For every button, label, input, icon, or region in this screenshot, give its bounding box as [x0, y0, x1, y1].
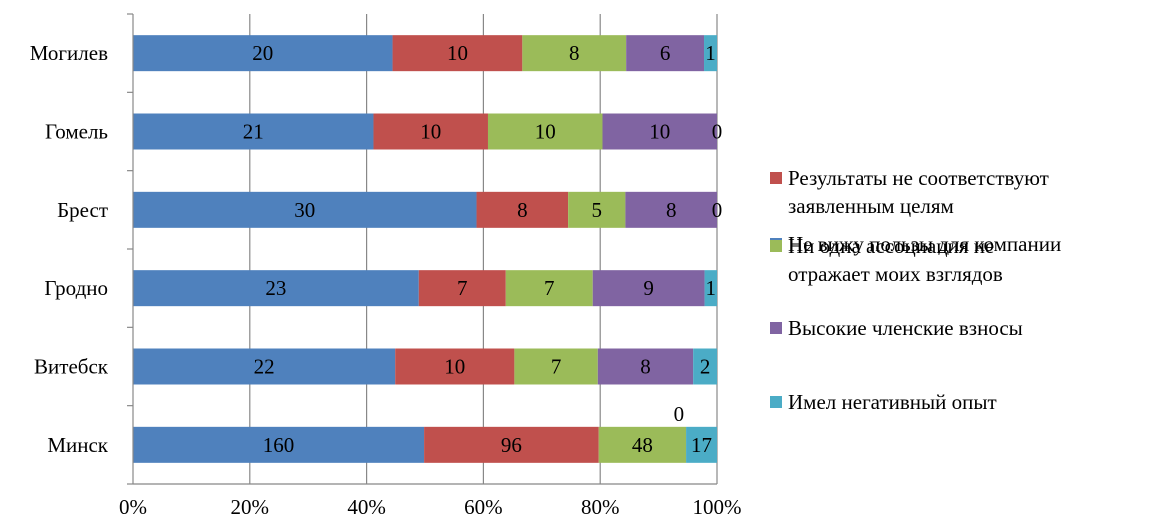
- bar-segment: [522, 35, 627, 72]
- data-label: 1: [706, 276, 717, 300]
- legend-swatch: [770, 172, 782, 184]
- data-label: 1: [705, 41, 716, 65]
- data-label: 23: [265, 276, 286, 300]
- bar-segment: [392, 35, 523, 72]
- data-label: 9: [643, 276, 654, 300]
- bar-segment: [693, 348, 717, 385]
- data-label: 0: [712, 120, 723, 144]
- data-label: 22: [254, 355, 275, 379]
- data-label: 6: [660, 41, 671, 65]
- bar-segment: [704, 270, 717, 307]
- bars: [133, 35, 717, 463]
- data-label: 2: [700, 355, 711, 379]
- bar-segment: [625, 191, 717, 228]
- data-label: 10: [649, 120, 670, 144]
- legend-label: Результаты не соответствуют заявленным ц…: [788, 166, 1049, 218]
- bar-segment: [476, 191, 569, 228]
- legend: Не вижу пользы для компании Результаты н…: [770, 0, 1155, 524]
- data-label: 30: [294, 198, 315, 222]
- bar-segment: [418, 270, 506, 307]
- bar-segment: [133, 270, 419, 307]
- bar-segment: [514, 348, 598, 385]
- data-label: 5: [592, 198, 603, 222]
- bar-segment: [133, 348, 396, 385]
- legend-item-high-fees: Высокие членские взносы: [770, 314, 1023, 342]
- legend-swatch: [770, 322, 782, 334]
- data-label: 7: [544, 276, 555, 300]
- data-label: 7: [457, 276, 468, 300]
- bar-segment: [133, 426, 425, 463]
- category-label: Могилев: [30, 41, 108, 65]
- data-label: 8: [666, 198, 677, 222]
- data-label: 20: [252, 41, 273, 65]
- bar-segment: [598, 426, 687, 463]
- data-label: 0: [674, 402, 685, 426]
- bar-segment: [602, 113, 717, 150]
- category-label: Витебск: [34, 355, 109, 379]
- legend-item-negative-experience: Имел негативный опыт: [770, 388, 997, 416]
- bar-segment: [505, 270, 593, 307]
- legend-label: Высокие членские взносы: [788, 316, 1023, 340]
- bar-segment: [597, 348, 694, 385]
- category-label: Минск: [47, 433, 108, 457]
- legend-swatch: [770, 240, 782, 252]
- category-label: Брест: [57, 198, 108, 222]
- axes: 0% 20% 40% 60% 80% 100% Минск Витебск Гродно Брес…: [30, 13, 742, 519]
- category-label: Гомель: [45, 120, 108, 144]
- data-label: 7: [551, 355, 562, 379]
- bar-segment: [395, 348, 515, 385]
- x-tick-label: 0%: [119, 495, 147, 519]
- data-label: 160: [263, 433, 295, 457]
- legend-item-no-association-fits: Ни одна ассоциация не отражает моих взгл…: [770, 232, 1003, 288]
- data-label: 8: [569, 41, 580, 65]
- bar-segment: [133, 35, 393, 72]
- category-label: Гродно: [44, 276, 108, 300]
- data-label: 17: [691, 433, 712, 457]
- bar-segment: [133, 191, 477, 228]
- bar-segment: [487, 113, 603, 150]
- data-label: 48: [632, 433, 653, 457]
- data-label: 10: [444, 355, 465, 379]
- legend-label: Не вижу пользы для компании: [788, 232, 1062, 256]
- legend-label: Ни одна ассоциация не отражает моих взгл…: [788, 234, 1003, 286]
- legend-swatch: [770, 396, 782, 408]
- data-label: 10: [447, 41, 468, 65]
- bar-segment: [592, 270, 705, 307]
- bar-segment: [704, 35, 717, 72]
- gridlines: [249, 14, 718, 484]
- data-label: 8: [517, 198, 528, 222]
- legend-item-results-mismatch: Результаты не соответствуют заявленным ц…: [770, 164, 1049, 220]
- legend-label: Имел негативный опыт: [788, 390, 997, 414]
- data-label: 8: [640, 355, 651, 379]
- x-tick-label: 20%: [231, 495, 270, 519]
- x-tick-label: 60%: [464, 495, 503, 519]
- data-label: 0: [712, 198, 723, 222]
- x-tick-label: 80%: [581, 495, 620, 519]
- bar-segment: [133, 113, 374, 150]
- data-label: 10: [535, 120, 556, 144]
- bar-segment: [686, 426, 717, 463]
- data-label: 96: [501, 433, 522, 457]
- bar-segment: [373, 113, 488, 150]
- x-tick-label: 100%: [693, 495, 742, 519]
- bar-segment: [568, 191, 626, 228]
- bar-segment: [626, 35, 705, 72]
- data-label: 10: [420, 120, 441, 144]
- legend-item-no-benefit: Не вижу пользы для компании: [770, 230, 1061, 258]
- x-tick-label: 40%: [347, 495, 386, 519]
- data-label: 21: [243, 120, 264, 144]
- bar-segment: [424, 426, 599, 463]
